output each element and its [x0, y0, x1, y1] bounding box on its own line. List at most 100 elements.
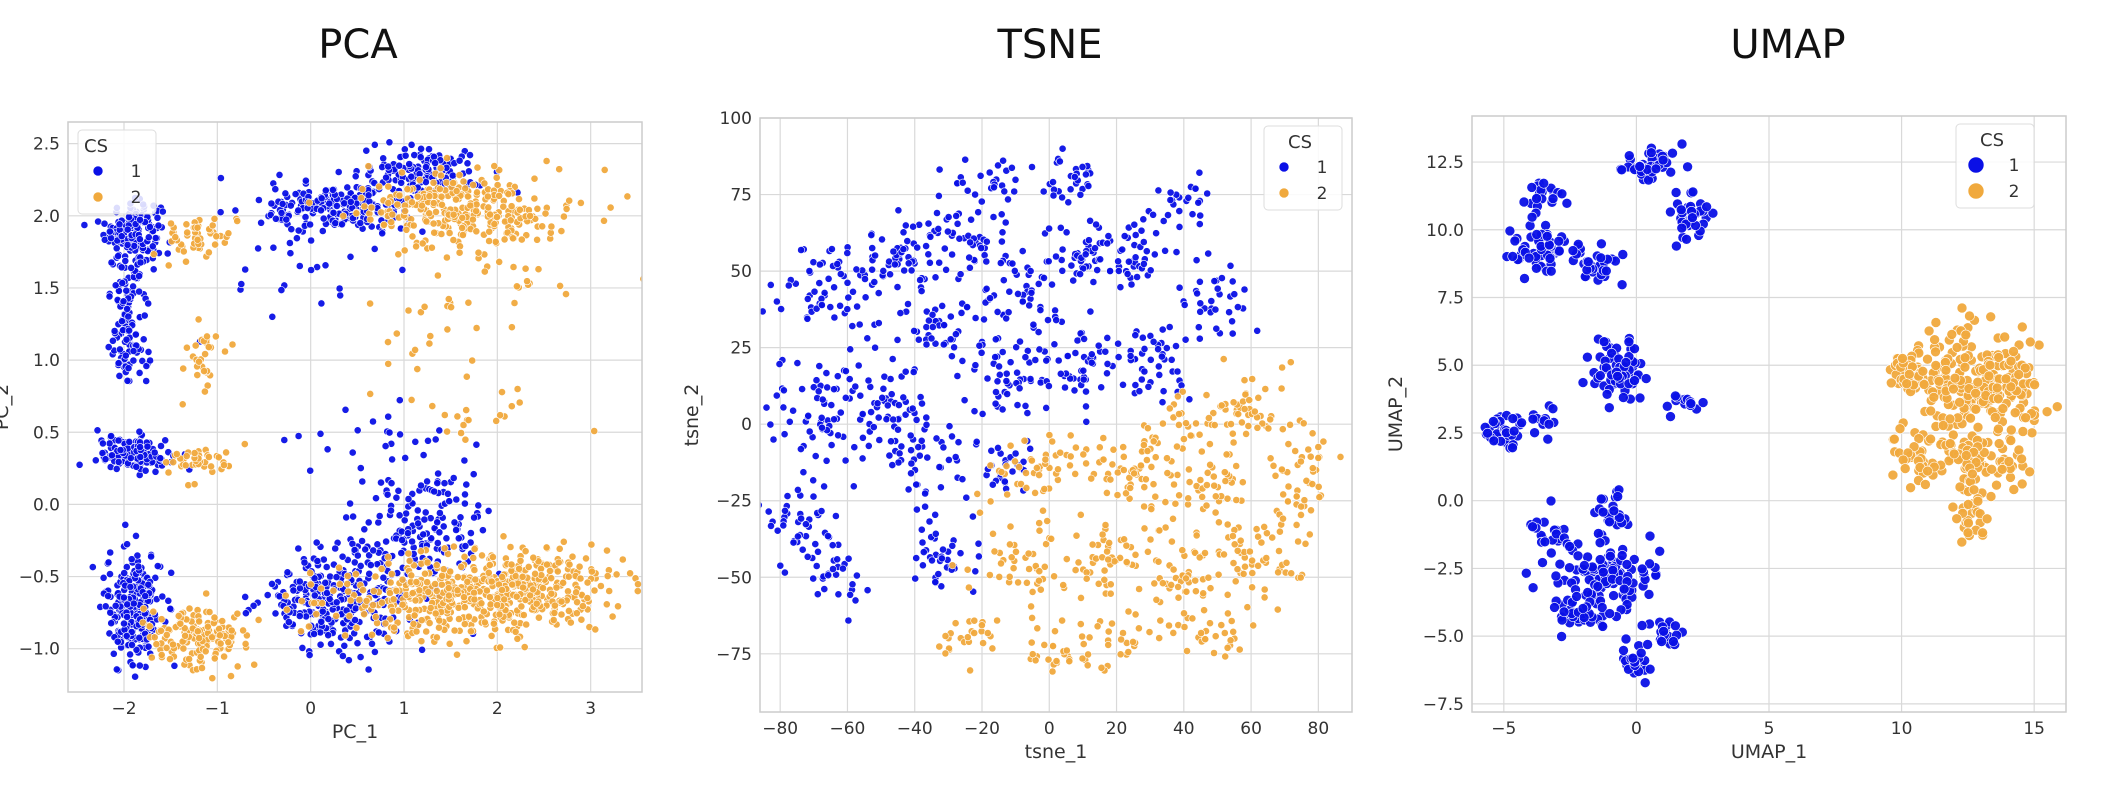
data-point-cs-2 — [1103, 547, 1111, 556]
data-point-cs-1 — [918, 399, 926, 408]
data-point-cs-2 — [1088, 540, 1097, 549]
data-point-cs-1 — [874, 413, 883, 422]
data-point-cs-1 — [937, 483, 945, 492]
data-point-cs-1 — [1149, 210, 1157, 219]
data-point-cs-1 — [912, 554, 921, 562]
data-point-cs-2 — [579, 602, 587, 610]
data-point-cs-1 — [856, 391, 865, 400]
points-layer — [760, 144, 1345, 676]
y-tick-label: 2.5 — [33, 135, 60, 155]
data-point-cs-2 — [415, 586, 424, 595]
data-point-cs-2 — [1027, 638, 1036, 647]
data-point-cs-1 — [136, 453, 145, 461]
data-point-cs-2 — [492, 173, 501, 182]
data-point-cs-1 — [1056, 157, 1064, 166]
data-point-cs-1 — [1687, 186, 1699, 198]
data-point-cs-2 — [429, 219, 438, 228]
data-point-cs-2 — [1286, 420, 1294, 429]
data-point-cs-1 — [254, 244, 262, 253]
data-point-cs-1 — [1045, 382, 1053, 390]
data-point-cs-1 — [117, 232, 126, 241]
data-point-cs-1 — [317, 299, 326, 308]
data-point-cs-1 — [935, 258, 944, 267]
data-point-cs-1 — [772, 391, 781, 400]
data-point-cs-1 — [953, 219, 962, 228]
data-point-cs-2 — [493, 601, 502, 609]
data-point-cs-2 — [566, 618, 575, 627]
data-point-cs-2 — [1076, 510, 1085, 519]
data-point-cs-2 — [169, 640, 177, 649]
data-point-cs-2 — [1211, 508, 1220, 517]
data-point-cs-2 — [1006, 441, 1015, 450]
data-point-cs-2 — [562, 290, 570, 298]
data-point-cs-1 — [1062, 228, 1071, 237]
data-point-cs-1 — [1194, 198, 1203, 207]
data-point-cs-1 — [777, 305, 785, 313]
data-point-cs-1 — [986, 294, 994, 303]
data-point-cs-1 — [1081, 250, 1090, 259]
data-point-cs-1 — [1507, 442, 1518, 454]
data-point-cs-1 — [1598, 336, 1610, 348]
data-point-cs-2 — [1175, 491, 1183, 500]
data-point-cs-1 — [346, 499, 354, 508]
data-point-cs-1 — [834, 590, 843, 599]
data-point-cs-2 — [439, 565, 448, 574]
data-point-cs-2 — [352, 209, 361, 218]
data-point-cs-2 — [1066, 452, 1075, 461]
data-point-cs-2 — [523, 277, 531, 286]
data-point-cs-1 — [292, 234, 301, 243]
data-point-cs-2 — [437, 580, 446, 589]
data-point-cs-1 — [917, 525, 926, 534]
data-point-cs-2 — [191, 341, 200, 350]
data-point-cs-2 — [208, 633, 216, 642]
data-point-cs-2 — [1113, 491, 1122, 499]
data-point-cs-2 — [211, 332, 220, 341]
data-point-cs-1 — [342, 513, 351, 522]
data-point-cs-1 — [104, 592, 112, 600]
data-point-cs-1 — [157, 442, 165, 450]
data-point-cs-1 — [942, 265, 950, 274]
data-point-cs-1 — [1085, 236, 1093, 245]
data-point-cs-2 — [547, 589, 556, 598]
data-point-cs-1 — [111, 281, 120, 290]
data-point-cs-2 — [179, 644, 188, 653]
data-point-cs-1 — [843, 278, 852, 287]
legend-marker-cs-1 — [1278, 161, 1290, 173]
data-point-cs-1 — [144, 642, 153, 651]
data-point-cs-2 — [1297, 511, 1305, 519]
data-point-cs-2 — [1215, 518, 1223, 527]
data-point-cs-1 — [1701, 201, 1712, 213]
data-point-cs-1 — [944, 227, 952, 236]
data-point-cs-1 — [1103, 359, 1112, 368]
data-point-cs-2 — [210, 654, 219, 663]
data-point-cs-1 — [1031, 356, 1040, 364]
data-point-cs-1 — [1082, 387, 1090, 396]
data-point-cs-1 — [907, 446, 915, 455]
data-point-cs-2 — [425, 209, 434, 218]
data-point-cs-1 — [990, 183, 998, 192]
data-point-cs-2 — [162, 458, 171, 467]
data-point-cs-2 — [1183, 647, 1191, 655]
data-point-cs-2 — [515, 398, 524, 407]
data-point-cs-2 — [1269, 461, 1278, 470]
data-point-cs-2 — [455, 615, 463, 623]
data-point-cs-1 — [957, 308, 966, 317]
data-point-cs-1 — [121, 520, 130, 529]
data-point-cs-2 — [453, 412, 462, 421]
data-point-cs-2 — [986, 497, 995, 506]
data-point-cs-1 — [118, 279, 127, 287]
data-point-cs-1 — [442, 534, 451, 543]
data-point-cs-2 — [444, 550, 452, 558]
data-point-cs-2 — [432, 587, 441, 595]
data-point-cs-1 — [382, 537, 390, 546]
data-point-cs-1 — [356, 464, 365, 472]
legend-label-cs-2: 2 — [1317, 184, 1328, 204]
data-point-cs-2 — [201, 350, 209, 358]
data-point-cs-1 — [120, 619, 128, 628]
data-point-cs-1 — [836, 270, 845, 278]
data-point-cs-1 — [1668, 636, 1679, 647]
data-point-cs-2 — [343, 572, 352, 580]
data-point-cs-2 — [522, 620, 531, 629]
data-point-cs-2 — [384, 182, 393, 191]
data-point-cs-2 — [422, 217, 431, 226]
